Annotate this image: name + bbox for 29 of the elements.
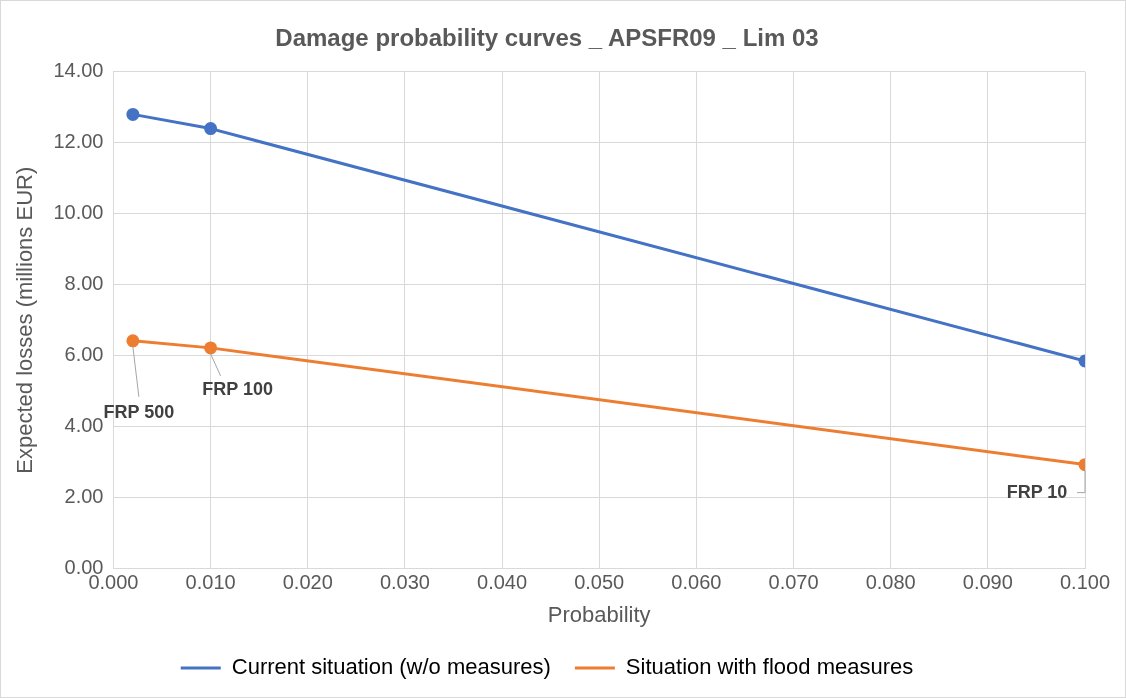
x-axis-title: Probability <box>547 601 651 627</box>
point <box>204 341 218 355</box>
y-tick-label: 8.00 <box>64 272 104 295</box>
legend-label: Situation with flood measures <box>625 654 914 680</box>
x-tick-label: 0.050 <box>574 571 625 594</box>
x-tick-label: 0.060 <box>671 571 722 594</box>
chart-title: Damage probability curves _ APSFR09 _ Lim 03 <box>275 24 819 52</box>
legend-label: Current situation (w/o measures) <box>231 654 551 680</box>
x-tick-label: 0.080 <box>865 571 916 594</box>
annotation: FRP 10 <box>1006 481 1068 502</box>
y-tick-label: 10.00 <box>53 201 104 224</box>
point <box>204 122 218 136</box>
x-tick-label: 0.070 <box>768 571 819 594</box>
annotation: FRP 100 <box>202 378 273 399</box>
point <box>126 107 140 121</box>
point <box>126 334 140 348</box>
y-tick-label: 6.00 <box>64 343 104 366</box>
x-tick-label: 0.090 <box>962 571 1013 594</box>
y-tick-label: 2.00 <box>64 485 104 508</box>
y-axis-title: Expected losses (millions EUR) <box>12 166 38 474</box>
annotation: FRP 500 <box>103 401 175 422</box>
x-tick-label: 0.100 <box>1059 571 1111 594</box>
x-tick-label: 0.030 <box>379 571 430 594</box>
y-tick-label: 12.00 <box>53 130 104 153</box>
y-tick-label: 4.00 <box>64 414 104 437</box>
x-tick-label: 0.040 <box>477 571 528 594</box>
x-tick-label: 0.020 <box>282 571 333 594</box>
y-tick-label: 14.00 <box>53 59 104 82</box>
x-tick-label: 0.010 <box>185 571 236 594</box>
